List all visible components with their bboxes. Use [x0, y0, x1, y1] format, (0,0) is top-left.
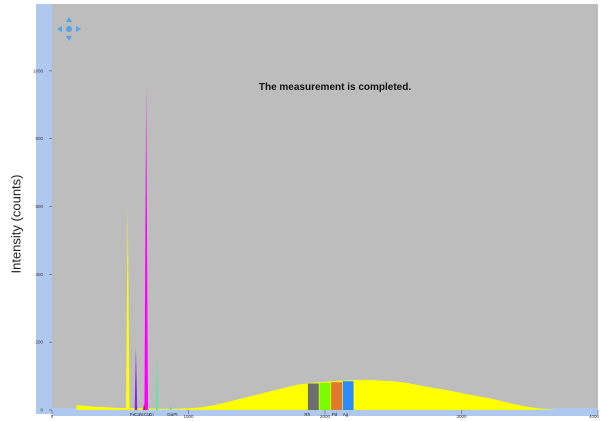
x-tick-label: 2000 [320, 414, 331, 419]
y-tick-label: 800 [35, 136, 43, 141]
element-label: Rh [304, 412, 310, 417]
band-segment [307, 383, 319, 410]
element-label: Co [134, 412, 140, 417]
spectrum-peak [144, 87, 148, 411]
pan-up-icon[interactable] [66, 17, 72, 22]
spectrum-peak [126, 206, 130, 410]
plot-area[interactable] [52, 4, 598, 410]
y-tick-label: 1000 [33, 68, 44, 73]
band-segment [331, 382, 342, 410]
band-segment [342, 381, 354, 410]
x-axis-ticks: 0 1000 2000 3000 4000 [51, 410, 600, 419]
y-tick-label: 400 [35, 272, 43, 277]
spectrum-peak [169, 405, 172, 410]
element-label: Ni [139, 412, 143, 417]
element-label: Pt [173, 412, 178, 417]
spectrum-peak [155, 354, 159, 410]
spectrum-peak [134, 347, 138, 410]
element-label: Fe [130, 412, 136, 417]
y-axis-label-wrap: Intensity (counts) [6, 175, 26, 274]
x-tick-label: 3000 [456, 414, 467, 419]
status-message: The measurement is completed. [259, 82, 411, 93]
x-tick-label: 0 [51, 414, 54, 419]
y-tick-label: 600 [35, 204, 43, 209]
pan-left-icon[interactable] [57, 26, 62, 32]
element-label: Ag [343, 412, 349, 417]
pan-right-icon[interactable] [76, 26, 81, 32]
pan-arrows-icon[interactable] [57, 17, 81, 41]
y-axis-ticks: 0 200 400 600 800 1000 [33, 68, 52, 413]
x-tick-label: 1000 [183, 414, 194, 419]
pan-down-icon[interactable] [66, 36, 72, 41]
x-tick-label: 4000 [589, 414, 600, 419]
element-label: Cu [144, 412, 150, 417]
y-axis-label: Intensity (counts) [8, 174, 24, 274]
y-tick-label: 200 [35, 340, 43, 345]
element-label: Zn [148, 412, 154, 417]
pan-center-icon[interactable] [66, 26, 72, 32]
left-axis-strip [36, 4, 52, 414]
spectrum-peak [143, 403, 146, 410]
element-label: Ga [167, 412, 174, 417]
y-tick-label: 0 [40, 408, 43, 413]
spectrum-series [76, 87, 557, 411]
band-segment [319, 382, 331, 410]
element-label: Pd [332, 412, 338, 417]
